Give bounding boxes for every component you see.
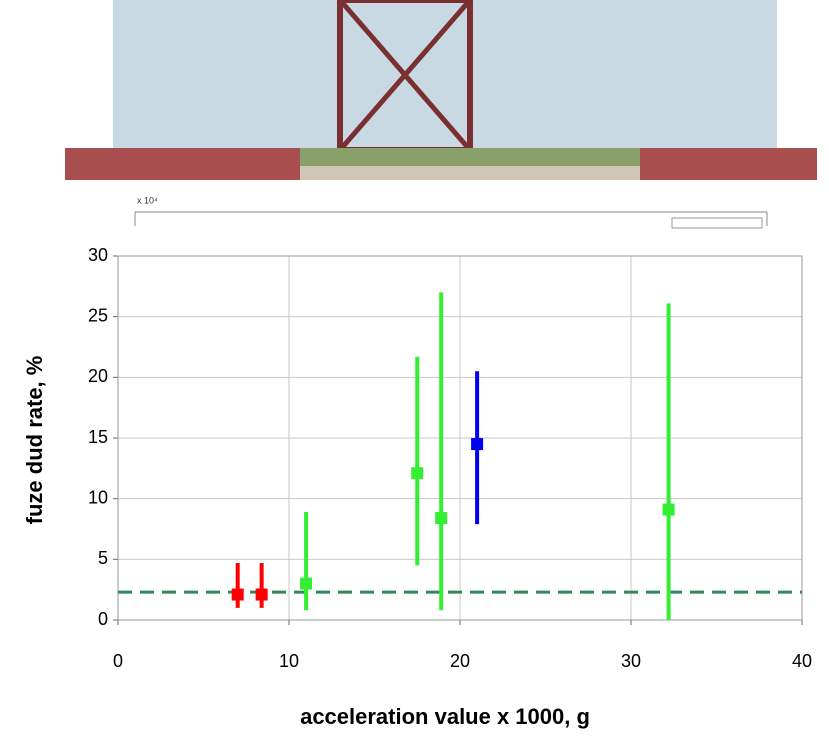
point: [411, 467, 424, 480]
point: [231, 588, 244, 601]
y-tick-label: 15: [88, 427, 108, 447]
point: [471, 438, 484, 451]
y-tick-label: 20: [88, 366, 108, 386]
x-tick-label: 40: [792, 651, 812, 671]
sky: [113, 0, 777, 150]
inset-legend: [671, 217, 763, 229]
inset-fragment: x 10⁴: [134, 195, 768, 229]
point: [435, 512, 448, 525]
y-tick-label: 30: [88, 245, 108, 265]
point: [662, 503, 675, 516]
road: [300, 166, 640, 180]
x-tick-label: 0: [113, 651, 123, 671]
x-axis-label: acceleration value x 1000, g: [300, 704, 590, 729]
y-tick-label: 10: [88, 487, 108, 507]
x-tick-label: 30: [621, 651, 641, 671]
tower-brace: [338, 0, 472, 152]
x-tick-label: 10: [279, 651, 299, 671]
y-tick-label: 25: [88, 305, 108, 325]
y-tick-label: 0: [98, 609, 108, 629]
inset-label: x 10⁴: [137, 195, 158, 205]
x-tick-label: 20: [450, 651, 470, 671]
background-photo: [65, 0, 817, 180]
point: [255, 588, 268, 601]
y-tick-label: 5: [98, 548, 108, 568]
grass: [300, 148, 640, 168]
point: [300, 577, 313, 590]
y-axis-label: fuze dud rate, %: [22, 356, 47, 525]
plot-border: [117, 255, 803, 621]
